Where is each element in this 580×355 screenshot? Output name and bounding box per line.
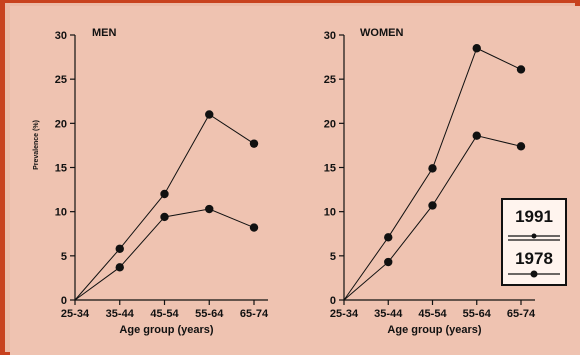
men-x-tick-label: 65-74 bbox=[240, 308, 269, 320]
women-series-1978-point bbox=[384, 257, 393, 267]
men-series-1991-point bbox=[160, 189, 169, 199]
women-series-1978-point bbox=[516, 142, 526, 151]
women-series-1991-point bbox=[516, 65, 526, 74]
legend: 1991 1978 bbox=[501, 198, 567, 286]
men-y-tick-label: 0 bbox=[61, 295, 67, 307]
men-x-tick-label: 25-34 bbox=[61, 308, 90, 320]
women-series-1991-point bbox=[428, 164, 437, 173]
men-y-tick-label: 10 bbox=[55, 207, 67, 219]
men-x-tick-label: 55-64 bbox=[195, 308, 224, 320]
men-series-1978-point bbox=[115, 263, 124, 272]
women-x-tick-label: 65-74 bbox=[507, 308, 536, 320]
women-y-tick-label: 30 bbox=[324, 30, 336, 42]
men-series-1978-point bbox=[249, 223, 259, 232]
legend-marker-1991 bbox=[531, 233, 537, 239]
men-x-tick-label: 35-44 bbox=[106, 308, 135, 320]
women-x-tick-label: 35-44 bbox=[374, 308, 403, 320]
women-series-1991-line bbox=[343, 47, 522, 301]
women-y-tick-label: 25 bbox=[324, 74, 336, 86]
men-y-tick-label: 5 bbox=[61, 251, 67, 263]
men-chart-title: MEN bbox=[92, 27, 117, 39]
women-x-tick-label: 55-64 bbox=[463, 308, 492, 320]
men-series-1978-point bbox=[160, 212, 169, 222]
legend-label-1991: 1991 bbox=[515, 207, 553, 226]
women-y-tick-label: 5 bbox=[330, 251, 336, 263]
men-series-1991-point bbox=[205, 110, 214, 119]
women-series-1978-point bbox=[428, 201, 437, 210]
men-series-1991-line bbox=[74, 113, 255, 301]
women-x-tick-label: 45-54 bbox=[418, 308, 447, 320]
women-series-1991-point bbox=[472, 44, 481, 53]
women-x-axis-label: Age group (years) bbox=[387, 324, 481, 336]
chart-men: 0 5 10 15 20 25 30 25-34 35-44 45-54 55-64 65-74 MEN… bbox=[33, 27, 269, 336]
women-y-tick-label: 20 bbox=[324, 118, 336, 130]
men-series-1991-point bbox=[249, 139, 259, 148]
men-y-tick-label: 25 bbox=[55, 74, 67, 86]
men-y-tick-label: 20 bbox=[55, 118, 67, 130]
men-y-tick-label: 30 bbox=[55, 30, 67, 42]
women-series-1991-point bbox=[384, 233, 393, 242]
men-x-axis-label: Age group (years) bbox=[119, 324, 213, 336]
women-series-1978-point bbox=[472, 131, 481, 140]
women-x-tick-label: 25-34 bbox=[330, 308, 359, 320]
men-series-1991-point bbox=[115, 244, 124, 253]
men-series-1978-point bbox=[205, 204, 214, 214]
women-y-tick-label: 0 bbox=[330, 295, 336, 307]
men-y-tick-label: 15 bbox=[55, 163, 67, 175]
men-y-axis-label: Prevalence (%) bbox=[33, 120, 40, 170]
women-series-1978-line bbox=[343, 135, 522, 301]
legend-marker-1978 bbox=[530, 270, 538, 278]
legend-label-1978: 1978 bbox=[515, 249, 553, 268]
figure-panel bbox=[10, 6, 580, 355]
men-series-1978-line bbox=[74, 208, 255, 301]
men-x-tick-label: 45-54 bbox=[150, 308, 179, 320]
women-y-tick-label: 10 bbox=[324, 207, 336, 219]
chart-women: 0 5 10 15 20 25 30 25-34 35-44 45-54 55-64 65-74 WOM… bbox=[324, 27, 536, 336]
women-chart-title: WOMEN bbox=[360, 27, 403, 39]
women-y-tick-label: 15 bbox=[324, 163, 336, 175]
